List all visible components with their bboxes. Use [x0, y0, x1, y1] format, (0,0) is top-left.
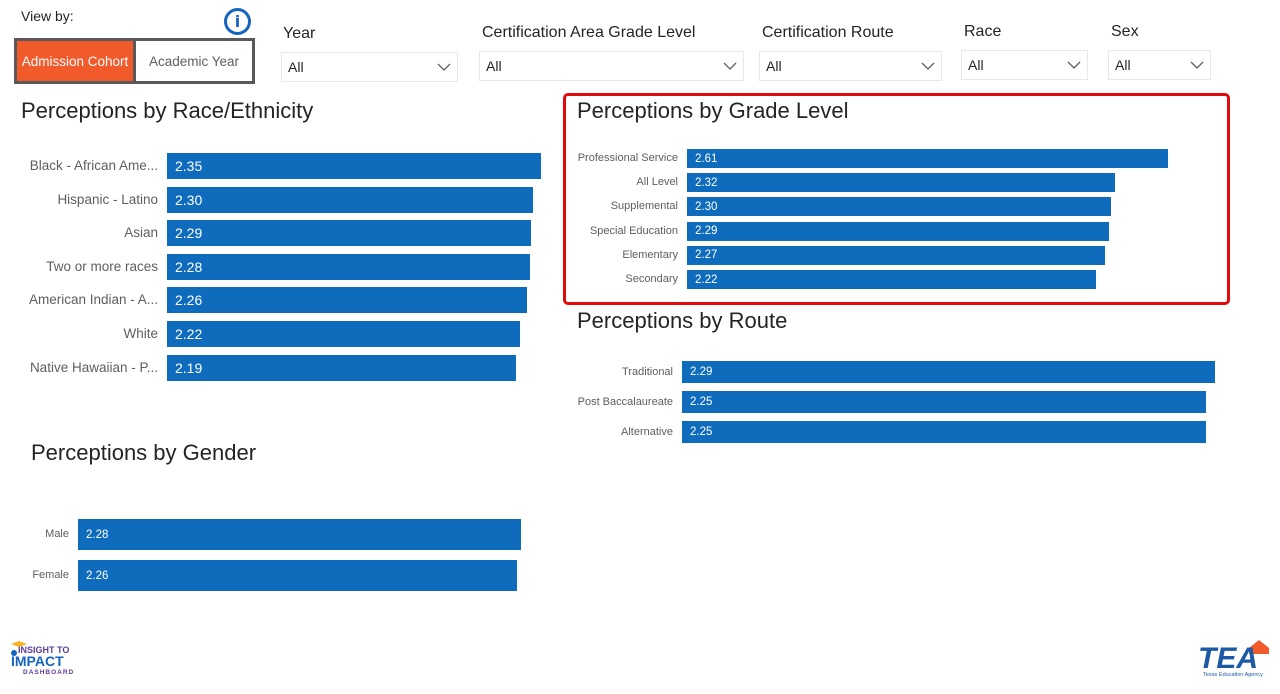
category-label: Secondary [625, 273, 678, 285]
bar-value-label: 2.32 [695, 176, 718, 189]
bar-value-label: 2.27 [695, 249, 718, 262]
route-filter-value: All [766, 58, 782, 74]
route-filter-select[interactable]: All [759, 51, 942, 81]
year-filter-label: Year [283, 25, 316, 42]
category-label: Supplemental [610, 200, 678, 213]
chevron-down-icon [921, 62, 935, 70]
bar[interactable]: 2.29 [687, 221, 1110, 241]
tea-logo: TEA Texas Education Agency [1198, 640, 1269, 678]
grade-level-filter-label: Certification Area Grade Level [482, 24, 696, 41]
category-label: Post Baccalaureate [577, 396, 673, 408]
bar[interactable]: 2.26 [78, 560, 518, 591]
bar[interactable]: 2.22 [687, 270, 1097, 289]
route-filter-label: Certification Route [762, 24, 894, 41]
category-label: White [123, 326, 158, 341]
category-label: Female [32, 569, 69, 581]
bar-value-label: 2.19 [175, 359, 203, 376]
view-by-toggle: Admission Cohort Academic Year [14, 38, 255, 84]
sex-filter-label: Sex [1111, 23, 1139, 40]
bar[interactable]: 2.29 [682, 361, 1215, 383]
bar-value-label: 2.25 [690, 396, 713, 408]
category-label: Elementary [622, 248, 678, 261]
bar-value-label: 2.28 [175, 258, 203, 275]
view-by-label: View by: [21, 8, 74, 24]
category-label: All Level [636, 176, 678, 189]
year-filter-select[interactable]: All [281, 52, 458, 82]
grade-chart-highlight [563, 93, 1230, 305]
bar[interactable]: 2.61 [687, 149, 1168, 168]
category-label: Traditional [622, 366, 673, 378]
bar[interactable]: 2.26 [167, 287, 527, 314]
race-filter-value: All [968, 57, 984, 73]
category-label: Professional Service [577, 152, 678, 164]
bar[interactable]: 2.28 [167, 253, 530, 280]
sex-filter-select[interactable]: All [1108, 50, 1211, 80]
bar[interactable]: 2.19 [167, 354, 516, 381]
bar-value-label: 2.30 [695, 200, 718, 213]
route-chart-title: Perceptions by Route [577, 308, 788, 333]
category-label: Two or more races [46, 258, 158, 274]
bar-value-label: 2.25 [690, 426, 713, 438]
category-label: American Indian - A... [28, 292, 158, 308]
bar-value-label: 2.22 [175, 326, 203, 342]
bar[interactable]: 2.28 [78, 519, 521, 550]
bar-value-label: 2.29 [690, 366, 713, 378]
chevron-down-icon [1190, 61, 1204, 69]
bar[interactable]: 2.30 [687, 197, 1111, 217]
category-label: Black - African Ame... [29, 158, 158, 173]
bar[interactable]: 2.22 [167, 321, 521, 347]
bar[interactable]: 2.25 [682, 421, 1206, 443]
sex-filter-value: All [1115, 57, 1131, 73]
category-label: Alternative [621, 426, 673, 438]
bar-value-label: 2.29 [175, 225, 203, 242]
svg-text:INSIGHT TO: INSIGHT TO [18, 645, 69, 655]
bar[interactable]: 2.32 [687, 173, 1115, 193]
category-label: Hispanic - Latino [57, 191, 158, 207]
category-label: Asian [124, 225, 158, 241]
academic-year-button[interactable]: Academic Year [136, 41, 252, 81]
svg-text:TEA: TEA [1198, 642, 1258, 675]
bar-value-label: 2.28 [86, 528, 109, 541]
year-filter-value: All [288, 59, 304, 75]
svg-text:IMPACT: IMPACT [11, 653, 64, 669]
grade-level-filter-select[interactable]: All [479, 51, 744, 81]
category-label: Special Education [589, 224, 678, 237]
bar[interactable]: 2.27 [687, 245, 1106, 265]
bar[interactable]: 2.29 [167, 220, 532, 247]
grade-level-filter-value: All [486, 58, 502, 74]
chevron-down-icon [437, 63, 451, 71]
race-filter-select[interactable]: All [961, 50, 1088, 80]
chevron-down-icon [1067, 61, 1081, 69]
gender-chart-title: Perceptions by Gender [31, 440, 257, 465]
race-filter-label: Race [964, 23, 1002, 40]
info-icon[interactable]: i [224, 8, 251, 35]
category-label: Male [45, 528, 69, 540]
admission-cohort-button[interactable]: Admission Cohort [17, 41, 133, 81]
svg-text:DASHBOARD: DASHBOARD [23, 669, 74, 676]
grade-chart-title: Perceptions by Grade Level [577, 98, 849, 123]
bar-value-label: 2.26 [175, 292, 203, 309]
bar[interactable]: 2.30 [167, 186, 534, 213]
svg-text:Texas Education Agency: Texas Education Agency [1203, 672, 1263, 678]
bar[interactable]: 2.35 [167, 153, 541, 179]
bar-value-label: 2.30 [175, 191, 203, 208]
bar-value-label: 2.29 [695, 225, 718, 238]
category-label: Native Hawaiian - P... [29, 359, 158, 375]
bar[interactable]: 2.25 [682, 391, 1206, 413]
chevron-down-icon [723, 62, 737, 70]
bar-value-label: 2.35 [175, 158, 203, 174]
bar-value-label: 2.26 [86, 569, 109, 582]
bar-value-label: 2.22 [695, 273, 718, 286]
bar-value-label: 2.61 [695, 152, 718, 165]
insight-to-impact-logo: INSIGHT TO IMPACT DASHBOARD [11, 641, 74, 676]
race-chart-title: Perceptions by Race/Ethnicity [21, 98, 314, 123]
